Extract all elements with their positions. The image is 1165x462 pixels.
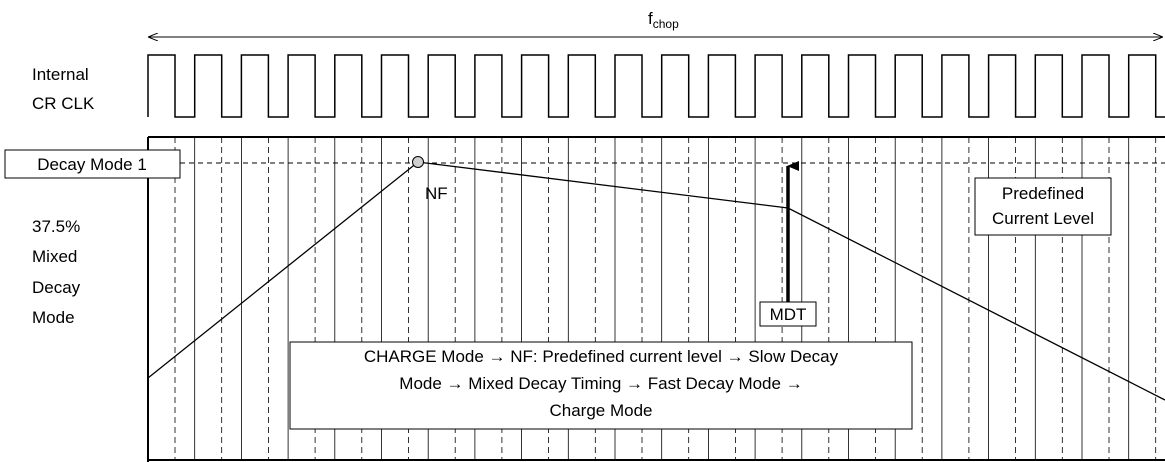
mode-desc-line1: 37.5% bbox=[32, 217, 80, 236]
decay-mode-box bbox=[4, 149, 181, 179]
fchop-label: fchop bbox=[648, 9, 679, 31]
predefined-level-line2: Current Level bbox=[992, 209, 1094, 228]
predefined-level-line1: Predefined bbox=[1002, 184, 1084, 203]
mode-desc-line4: Mode bbox=[32, 308, 75, 327]
sequence-line2: Mode → Mixed Decay Timing → Fast Decay M… bbox=[399, 374, 802, 393]
mdt-box bbox=[759, 301, 817, 327]
mdt-label: MDT bbox=[770, 305, 807, 324]
current-waveform bbox=[147, 161, 1165, 401]
clock-waveform bbox=[147, 54, 1165, 118]
sequence-line1: CHARGE Mode → NF: Predefined current lev… bbox=[364, 347, 839, 366]
mode-desc-line3: Decay bbox=[32, 278, 81, 297]
sequence-line3: Charge Mode bbox=[549, 401, 652, 420]
sequence-box bbox=[289, 341, 913, 430]
mode-desc-line2: Mixed bbox=[32, 247, 77, 266]
predefined-level-box bbox=[974, 177, 1112, 236]
decay-mode-label: Decay Mode 1 bbox=[37, 155, 147, 174]
nf-label: NF bbox=[425, 184, 448, 203]
nf-point-marker bbox=[412, 156, 424, 168]
clock-label-line1: Internal bbox=[32, 65, 89, 84]
clock-label-line2: CR CLK bbox=[32, 94, 95, 113]
